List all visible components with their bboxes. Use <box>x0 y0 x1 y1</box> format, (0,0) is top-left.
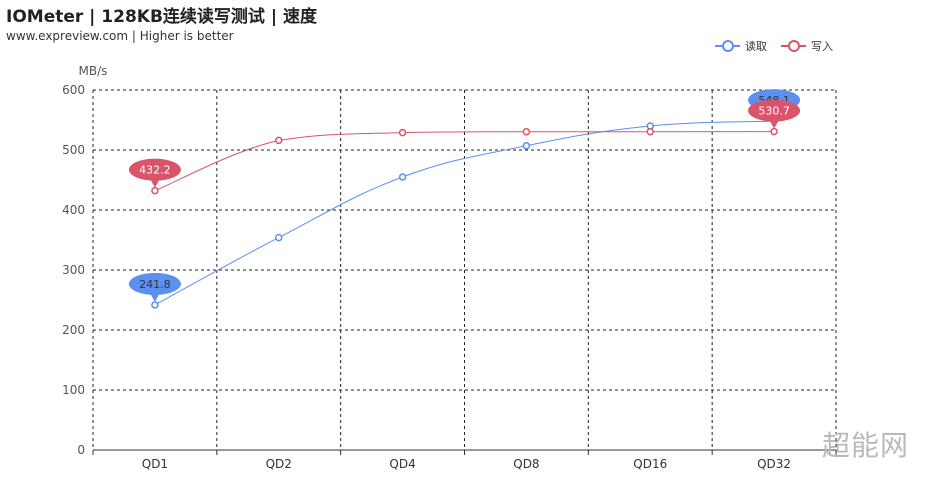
x-tick-label: QD4 <box>389 457 415 471</box>
x-tick-label: QD16 <box>633 457 667 471</box>
y-tick-label: 500 <box>62 143 85 157</box>
legend-label-read: 读取 <box>745 40 767 53</box>
mark-point-label-write: 530.7 <box>758 105 790 118</box>
data-point-read <box>151 301 159 309</box>
x-tick-label: QD8 <box>513 457 539 471</box>
y-tick-label: 400 <box>62 203 85 217</box>
x-tick-label: QD2 <box>266 457 292 471</box>
x-tick-label: QD32 <box>757 457 791 471</box>
mark-point-pin-write <box>769 119 780 129</box>
data-point-read <box>275 233 283 242</box>
mark-point-bubble-write <box>128 158 181 181</box>
chart-title: IOMeter | 128KB连续读写测试 | 速度 <box>6 7 317 27</box>
y-tick-label: 200 <box>62 323 85 337</box>
chart-subtitle: www.expreview.com | Higher is better <box>6 29 234 43</box>
legend-item-write[interactable]: 写入 <box>781 38 833 54</box>
mark-point-pin-write <box>149 178 160 188</box>
y-axis-label: MB/s <box>79 64 108 78</box>
mark-point-label-read: 241.8 <box>139 278 171 291</box>
legend-swatch-write <box>781 39 806 53</box>
mark-point-pin-read <box>149 292 160 302</box>
data-point-write <box>398 128 407 137</box>
series-line-read <box>154 120 775 306</box>
legend: 读取 写入 <box>715 38 833 54</box>
mark-point-label-write: 432.2 <box>139 164 171 177</box>
mark-point-bubble-write <box>748 99 801 122</box>
watermark: 超能网 <box>821 429 909 462</box>
data-point-read <box>398 173 407 181</box>
data-point-write <box>522 127 531 136</box>
data-point-write <box>770 127 778 136</box>
y-tick-label: 0 <box>77 443 85 457</box>
data-point-write <box>646 127 654 136</box>
legend-swatch-read <box>715 39 740 53</box>
data-point-read <box>522 142 531 150</box>
data-point-write <box>275 136 283 145</box>
mark-point-bubble-read <box>128 272 181 295</box>
series-line-write <box>154 131 775 192</box>
x-tick-label: QD1 <box>142 457 168 471</box>
y-tick-label: 600 <box>62 83 85 97</box>
data-point-write <box>151 186 159 195</box>
y-tick-label: 300 <box>62 263 85 277</box>
legend-item-read[interactable]: 读取 <box>715 38 767 54</box>
y-tick-label: 100 <box>62 383 85 397</box>
legend-label-write: 写入 <box>811 40 833 53</box>
